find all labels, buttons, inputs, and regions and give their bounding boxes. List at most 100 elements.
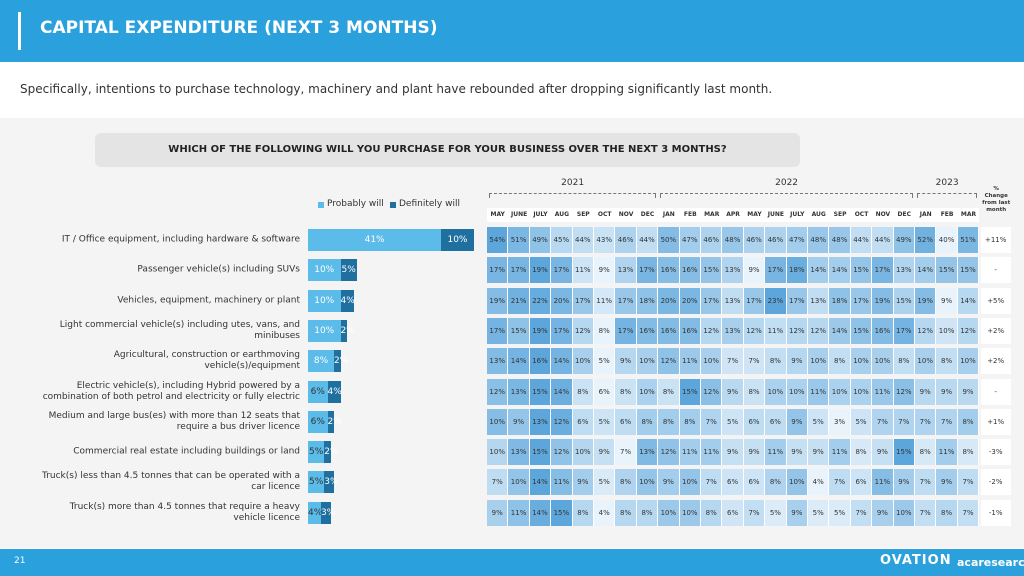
bar [308, 471, 325, 494]
month-header: JAN [658, 208, 680, 222]
table-cell: 10% [487, 439, 509, 466]
table-cell: 10% [679, 469, 701, 496]
bar [340, 259, 357, 282]
table-cell: 9% [872, 499, 894, 526]
table-cell: 16% [872, 317, 894, 344]
table-cell: 10% [636, 469, 659, 496]
table-cell: 13% [615, 257, 637, 284]
table-cell: 10% [572, 439, 594, 466]
data-label: 4% [308, 507, 323, 518]
table-cell: 19% [915, 287, 937, 314]
table-cell: 5% [594, 348, 616, 375]
table-cell: 19% [487, 287, 509, 314]
data-label: 4% [340, 295, 355, 306]
table-cell: 46% [743, 227, 766, 253]
table-cell: 6% [722, 469, 744, 496]
table-cell: 8% [765, 348, 787, 375]
table-cell: 12% [658, 439, 680, 466]
change-cell: +2% [981, 348, 1012, 375]
data-label: 10% [314, 265, 335, 276]
bar [308, 441, 325, 464]
table-cell: 11% [701, 439, 723, 466]
table-cell: 17% [701, 287, 723, 314]
bar [308, 410, 328, 433]
bar [327, 410, 334, 433]
table-cell: 12% [893, 378, 915, 405]
table-cell: 8% [615, 499, 637, 526]
year-label: 2021 [561, 178, 585, 188]
table-cell: 5% [808, 408, 830, 435]
bar [321, 501, 331, 524]
table-cell: 8% [636, 499, 659, 526]
bar [308, 229, 442, 251]
table-cell: 17% [786, 287, 808, 314]
table-cell: 17% [615, 317, 637, 344]
table-cell: 6% [850, 469, 873, 496]
table-cell: 16% [529, 348, 552, 375]
table-cell: 13% [487, 348, 509, 375]
data-label: 2% [327, 416, 342, 427]
category-label: Electric vehicle(s), including Hybrid po… [42, 380, 300, 402]
change-cell: -2% [981, 469, 1012, 496]
bar [340, 319, 347, 342]
table-cell: 6% [765, 408, 787, 435]
table-cell: 13% [722, 317, 744, 344]
table-cell: 9% [658, 469, 680, 496]
table-cell: 17% [765, 257, 787, 284]
data-label: 10% [314, 325, 335, 336]
table-cell: 44% [572, 227, 594, 253]
data-label: 10% [447, 235, 468, 245]
table-cell: 48% [808, 227, 830, 253]
table-cell: 8% [615, 378, 637, 405]
table-cell: 14% [915, 257, 937, 284]
table-cell: 13% [808, 287, 830, 314]
table-cell: 11% [508, 499, 530, 526]
month-header: MAR [957, 208, 980, 222]
table-cell: 14% [551, 348, 573, 375]
table-cell: 15% [893, 287, 915, 314]
table-cell: 8% [957, 408, 980, 435]
table-cell: 9% [957, 378, 980, 405]
table-cell: 49% [893, 227, 915, 253]
table-cell: 9% [936, 287, 958, 314]
table-cell: 6% [572, 408, 594, 435]
change-cell: -3% [981, 439, 1012, 466]
month-header: SEP [572, 208, 594, 222]
table-cell: 8% [936, 499, 958, 526]
table-cell: 9% [743, 439, 766, 466]
table-cell: 8% [850, 439, 873, 466]
table-cell: 21% [508, 287, 530, 314]
table-cell: 9% [786, 499, 808, 526]
table-cell: 48% [829, 227, 851, 253]
table-cell: 8% [893, 348, 915, 375]
month-header: JULY [529, 208, 552, 222]
table-cell: 9% [743, 257, 766, 284]
table-cell: 7% [701, 469, 723, 496]
subtitle: Specifically, intentions to purchase tec… [20, 82, 773, 96]
data-label: 6% [310, 416, 325, 427]
change-cell: -1% [981, 499, 1012, 526]
month-header: OCT [850, 208, 873, 222]
table-cell: 10% [572, 348, 594, 375]
category-label: IT / Office equipment, including hardwar… [61, 234, 300, 245]
bar [308, 319, 341, 342]
table-cell: 10% [658, 499, 680, 526]
table-cell: 10% [808, 348, 830, 375]
table-cell: 5% [850, 408, 873, 435]
table-cell: 12% [658, 348, 680, 375]
table-cell: 49% [529, 227, 552, 253]
table-cell: 11% [679, 348, 701, 375]
table-cell: 12% [743, 317, 766, 344]
data-label: 3% [321, 507, 336, 518]
month-header: MAY [487, 208, 509, 222]
table-cell: 10% [850, 378, 873, 405]
year-label: 2023 [935, 178, 959, 188]
table-cell: 8% [829, 348, 851, 375]
category-label: Medium and large bus(es) with more than … [48, 410, 300, 432]
table-cell: 46% [615, 227, 637, 253]
table-cell: 13% [893, 257, 915, 284]
category-label: Vehicles, equipment, machinery or plant [117, 295, 300, 306]
table-cell: 9% [572, 469, 594, 496]
table-cell: 8% [957, 439, 980, 466]
table-cell: 7% [743, 348, 766, 375]
